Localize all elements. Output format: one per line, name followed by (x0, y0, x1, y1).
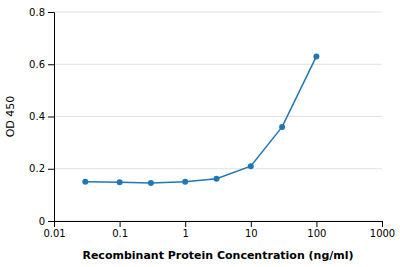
tick-mark (120, 221, 121, 227)
tick: 0.01 (43, 221, 65, 239)
data-point (82, 179, 88, 185)
grid (54, 12, 382, 221)
tick: 1000 (370, 221, 395, 239)
axis-line (48, 13, 55, 222)
y-axis: 0 0.2 0.4 0.6 0.8 (29, 7, 54, 227)
tick-mark (316, 221, 317, 227)
tick-mark (185, 221, 186, 227)
tick-label: 0.2 (29, 163, 45, 174)
grid-line (54, 12, 382, 13)
tick-label: 0.01 (43, 228, 65, 239)
tick-label: 100 (307, 228, 326, 239)
tick-mark (48, 64, 54, 65)
tick-mark (48, 12, 54, 13)
grid-line (54, 64, 382, 65)
tick: 0.1 (112, 221, 128, 239)
chart-svg: 0.01 0.1 1 10 100 1000 0 0.2 0.4 0.6 0.8 Recombinan… (0, 0, 400, 267)
tick-mark (48, 169, 54, 170)
plot-area: 0.01 0.1 1 10 100 1000 0 0.2 0.4 0.6 0.8 (29, 7, 395, 239)
tick: 1 (183, 221, 189, 239)
tick-label: 0.1 (112, 228, 128, 239)
tick-mark (48, 117, 54, 118)
data-point (248, 163, 254, 169)
tick: 0.8 (29, 7, 54, 18)
tick: 0.2 (29, 163, 54, 174)
y-axis-title: OD 450 (4, 96, 17, 138)
axis-line (55, 222, 383, 228)
grid-line (54, 116, 382, 117)
data-layer (82, 53, 319, 186)
grid-line (54, 168, 382, 169)
chart-container: 0.01 0.1 1 10 100 1000 0 0.2 0.4 0.6 0.8 Recombinan… (0, 0, 400, 267)
x-axis-title: Recombinant Protein Concentration (ng/ml… (82, 249, 353, 262)
tick-mark (382, 221, 383, 227)
tick: 0 (39, 216, 54, 227)
tick-mark (48, 221, 54, 222)
tick: 0.6 (29, 59, 54, 70)
data-point (279, 124, 285, 130)
tick-label: 0.6 (29, 59, 45, 70)
tick-label: 1000 (370, 228, 395, 239)
x-axis: 0.01 0.1 1 10 100 1000 (43, 221, 395, 239)
tick: 0.4 (29, 111, 54, 122)
tick: 10 (245, 221, 258, 239)
series-line (85, 56, 316, 183)
tick-label: 10 (245, 228, 258, 239)
tick-label: 0.8 (29, 7, 45, 18)
data-point (213, 176, 219, 182)
data-point (313, 53, 319, 59)
tick-mark (251, 221, 252, 227)
tick-label: 1 (183, 228, 189, 239)
data-point (148, 180, 154, 186)
tick-label: 0 (39, 216, 45, 227)
data-point (182, 179, 188, 185)
data-point (117, 179, 123, 185)
tick: 100 (307, 221, 326, 239)
tick-label: 0.4 (29, 111, 45, 122)
